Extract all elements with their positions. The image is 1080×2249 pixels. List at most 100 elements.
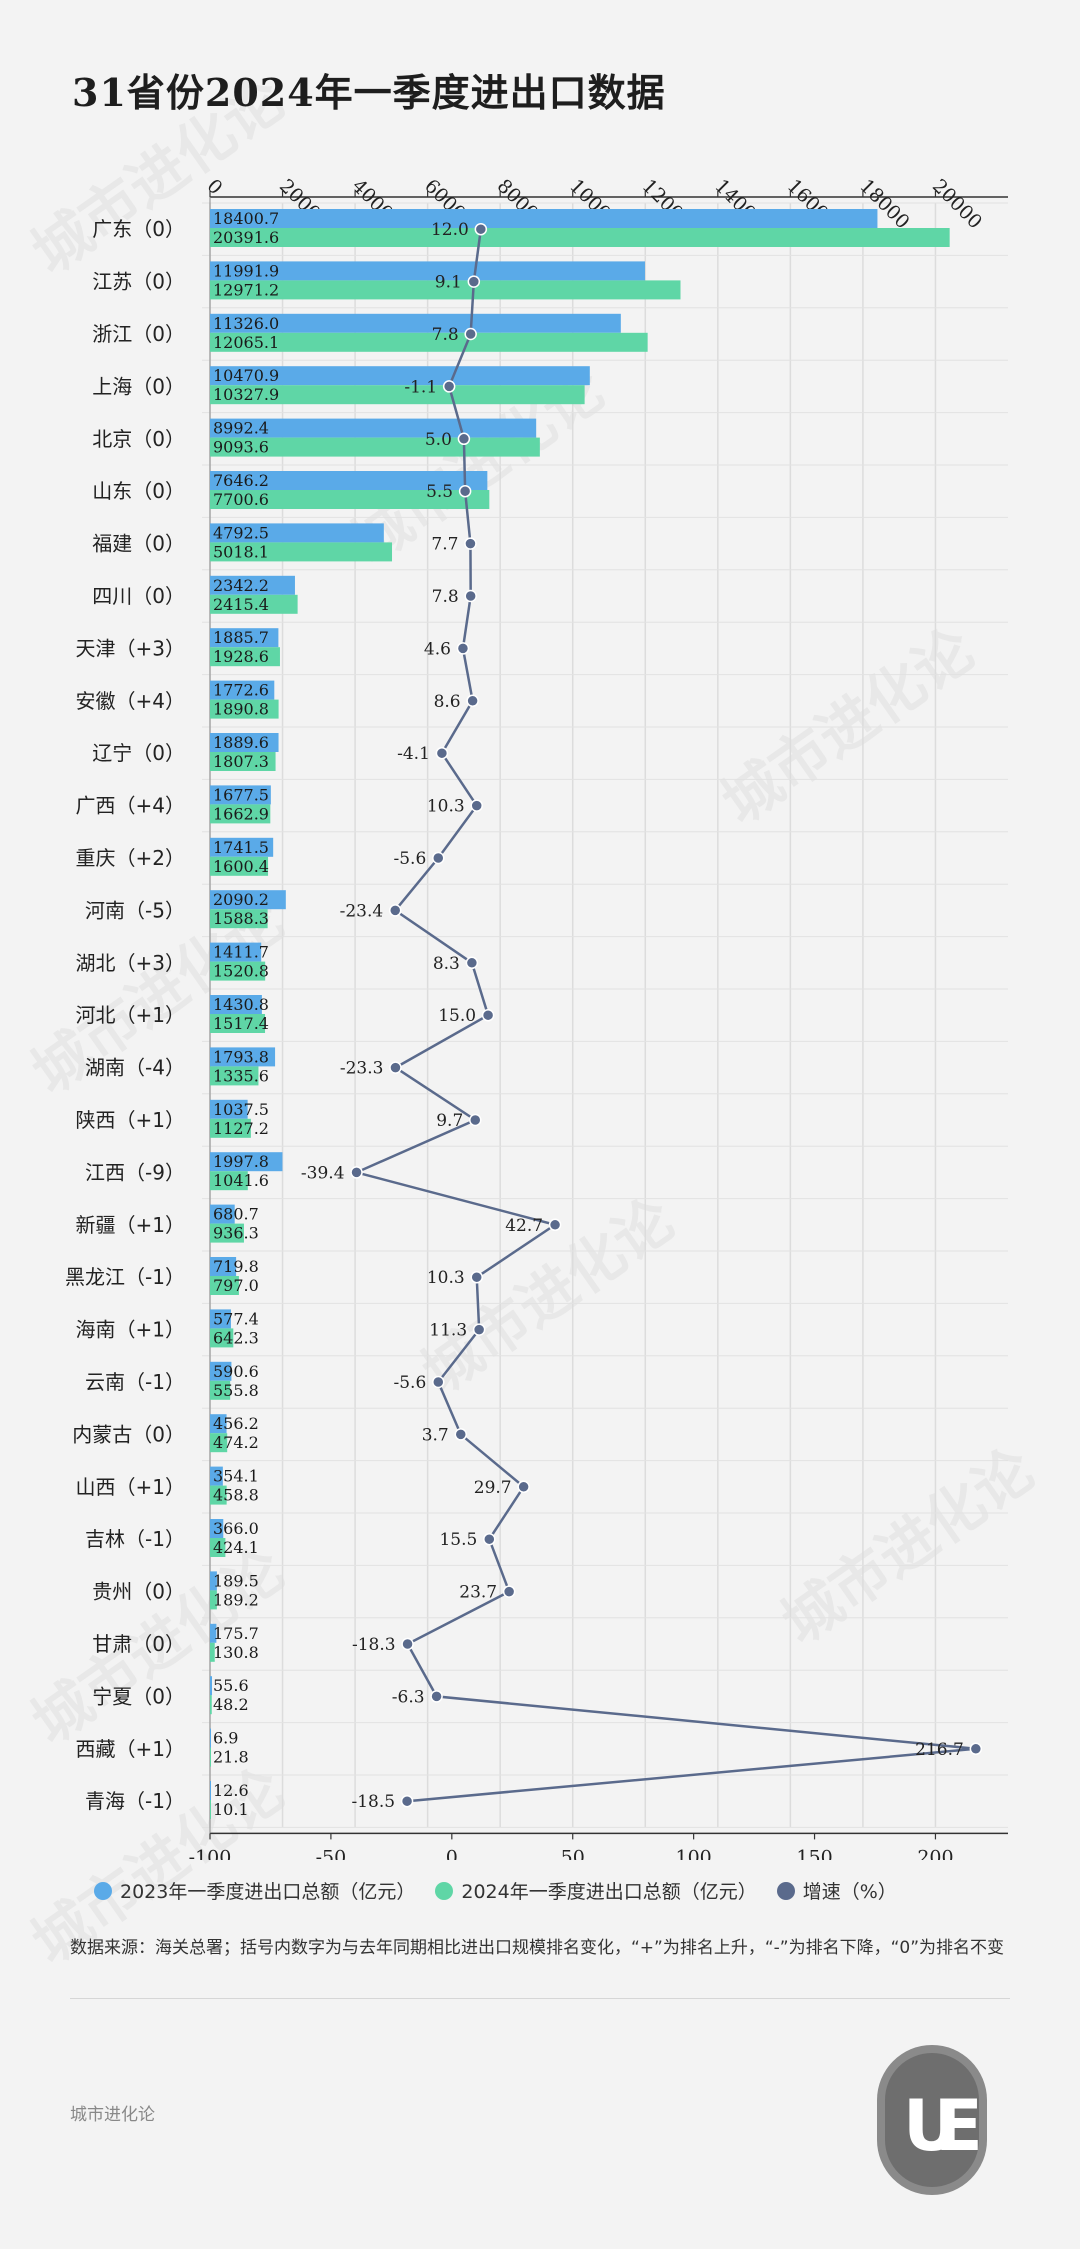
bar-label-2023: 1793.8	[213, 1047, 269, 1066]
bar-2024	[210, 1642, 215, 1662]
legend-item-growth[interactable]: 增速（%）	[776, 1877, 897, 1904]
bar-2023	[210, 1309, 231, 1329]
bar-label-2023: 189.5	[213, 1571, 259, 1590]
bar-label-2024: 424.1	[213, 1538, 259, 1557]
category-label: 辽宁（0）	[92, 741, 185, 765]
bar-2024	[210, 332, 648, 352]
bar-2024	[210, 1695, 212, 1715]
bar-2023	[210, 942, 262, 962]
growth-point	[470, 1270, 483, 1284]
bar-label-2023: 2342.2	[213, 576, 269, 595]
category-label: 福建（0）	[92, 532, 185, 556]
bottom-tick-label: 200	[917, 1846, 953, 1860]
growth-label: 11.3	[429, 1321, 467, 1341]
bar-2024	[210, 1014, 266, 1033]
category-label: 浙江（0）	[92, 322, 185, 346]
bar-2024	[210, 909, 268, 929]
bar-2024	[210, 1328, 234, 1348]
bar-2023	[210, 313, 621, 333]
growth-point	[483, 1532, 496, 1546]
bar-label-2023: 1997.8	[213, 1152, 269, 1171]
bar-label-2024: 936.3	[213, 1224, 259, 1243]
bar-2024	[210, 647, 280, 667]
bar-label-2023: 590.6	[213, 1362, 259, 1381]
growth-point	[969, 1742, 983, 1756]
growth-label: 12.0	[431, 220, 469, 240]
growth-point	[464, 327, 477, 341]
growth-label: 42.7	[505, 1216, 543, 1236]
bar-label-2024: 10327.9	[213, 385, 279, 404]
growth-point	[466, 694, 479, 708]
bar-2023	[210, 1047, 276, 1067]
bar-label-2024: 1600.4	[213, 857, 269, 876]
bar-2024	[210, 856, 269, 876]
bar-label-2024: 458.8	[213, 1486, 259, 1505]
bar-2023	[210, 1728, 211, 1748]
bar-label-2023: 1741.5	[213, 838, 269, 857]
bar-label-2023: 55.6	[213, 1676, 249, 1695]
bar-label-2024: 1041.6	[213, 1171, 269, 1190]
bar-label-2023: 11326.0	[213, 314, 279, 333]
legend-item-2024[interactable]: 2024年一季度进出口总额（亿元）	[435, 1877, 757, 1904]
top-tick-label: 0	[202, 175, 226, 199]
bar-2023	[210, 733, 279, 752]
growth-label: 7.8	[432, 325, 459, 345]
bar-2023	[210, 785, 271, 805]
chart-title: 31省份2024年一季度进出口数据	[72, 70, 666, 115]
category-label: 云南（-1）	[85, 1370, 185, 1394]
bar-2023	[210, 1466, 223, 1486]
bar-2024	[210, 1538, 226, 1557]
bar-label-2023: 11991.9	[213, 261, 279, 280]
bar-2024	[210, 1433, 228, 1453]
bar-2024	[210, 280, 681, 300]
legend-item-2023[interactable]: 2023年一季度进出口总额（亿元）	[94, 1877, 415, 1904]
bar-label-2024: 7700.6	[213, 490, 269, 509]
growth-point	[464, 589, 477, 603]
growth-label: 3.7	[422, 1425, 449, 1445]
growth-point	[400, 1794, 414, 1808]
chart-area: 0 2000 4000 6000 8000 10000 12000 14000 16000 180…	[65, 175, 1008, 1860]
bar-label-2024: 1928.6	[213, 647, 269, 666]
growth-point	[457, 432, 471, 446]
bar-label-2023: 18400.7	[213, 209, 279, 228]
data-source-note: 数据来源：海关总署；括号内数字为与去年同期相比进出口规模排名变化，“+”为排名上…	[70, 1938, 1005, 1958]
bar-label-2023: 4792.5	[213, 523, 269, 542]
bar-2023	[210, 1361, 232, 1381]
growth-label: 29.7	[474, 1478, 512, 1498]
bar-2023	[210, 1257, 237, 1276]
growth-point	[469, 1113, 482, 1127]
bar-label-2024: 10.1	[213, 1800, 249, 1819]
category-label: 湖南（-4）	[85, 1056, 185, 1080]
growth-label: -5.6	[393, 1373, 426, 1393]
growth-label: 216.7	[915, 1740, 964, 1760]
bar-label-2023: 1772.6	[213, 681, 269, 700]
bar-2024	[210, 1380, 231, 1400]
bar-label-2023: 2090.2	[213, 890, 269, 909]
growth-point	[467, 275, 481, 288]
growth-label: -23.4	[340, 901, 384, 921]
bar-2024	[210, 1590, 217, 1610]
bar-label-2024: 1520.8	[213, 962, 269, 981]
bar-2023	[210, 837, 274, 857]
bar-2024	[210, 699, 279, 719]
bar-label-2024: 1588.3	[213, 909, 269, 928]
bar-2024	[210, 1223, 244, 1243]
category-label: 江西（-9）	[85, 1160, 185, 1184]
growth-point	[517, 1480, 530, 1494]
category-label: 海南（+1）	[76, 1318, 185, 1342]
bar-2024	[210, 1485, 227, 1505]
category-label: 北京（0）	[92, 427, 185, 451]
bar-label-2023: 456.2	[213, 1414, 259, 1433]
growth-point	[456, 642, 470, 655]
bottom-tick-label: 50	[561, 1846, 585, 1860]
bar-2023	[210, 418, 537, 438]
growth-point	[454, 1428, 468, 1441]
bar-label-2024: 1807.3	[213, 752, 269, 771]
growth-point	[470, 799, 483, 812]
growth-point	[474, 222, 488, 236]
bar-2024	[210, 437, 540, 457]
growth-label: 10.3	[427, 1268, 465, 1288]
bar-2024	[210, 1171, 248, 1191]
bar-2023	[210, 523, 384, 543]
bar-2023	[210, 1099, 248, 1119]
